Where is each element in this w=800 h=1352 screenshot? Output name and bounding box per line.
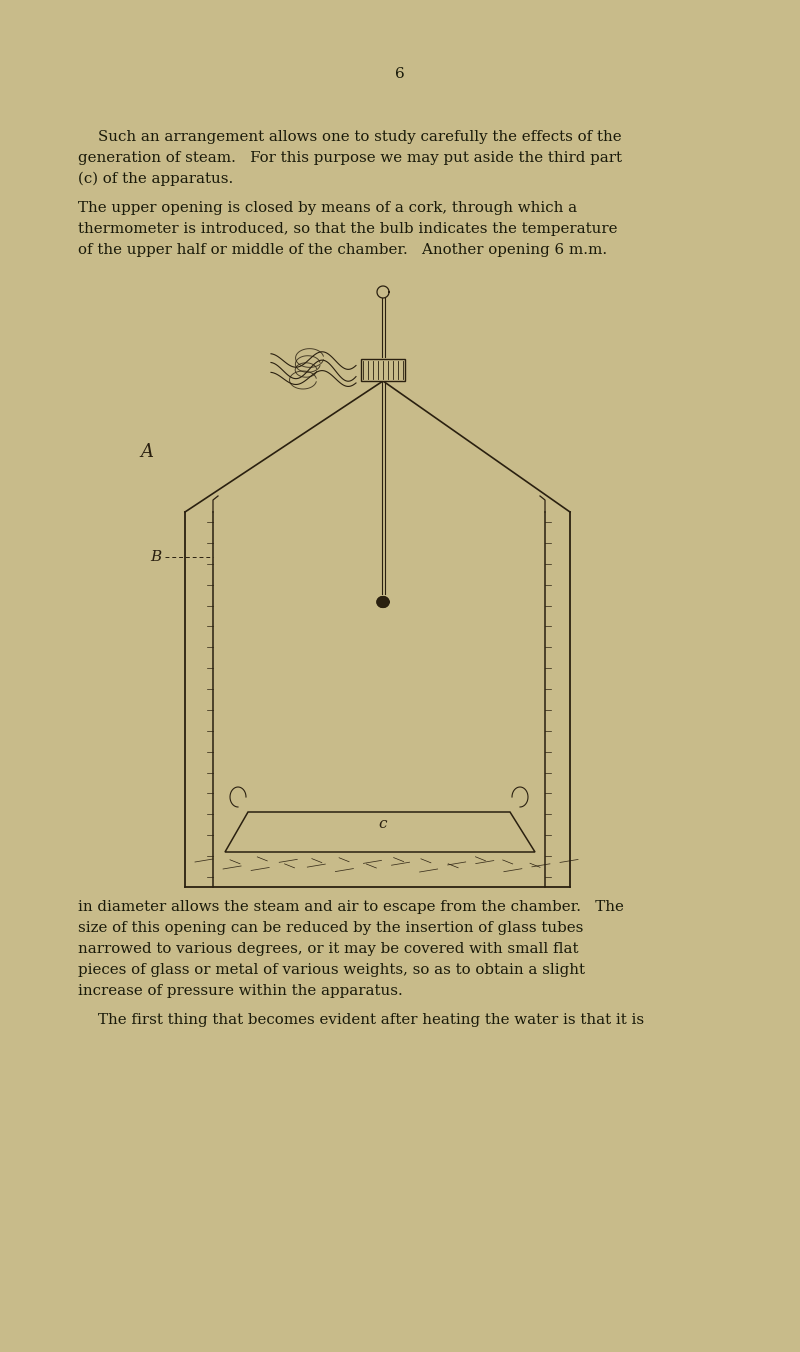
Text: (c) of the apparatus.: (c) of the apparatus. [78, 172, 234, 187]
Text: increase of pressure within the apparatus.: increase of pressure within the apparatu… [78, 984, 402, 998]
Text: size of this opening can be reduced by the insertion of glass tubes: size of this opening can be reduced by t… [78, 921, 583, 936]
Text: narrowed to various degrees, or it may be covered with small flat: narrowed to various degrees, or it may b… [78, 942, 578, 956]
Text: B: B [150, 550, 162, 564]
Text: Such an arrangement allows one to study carefully the effects of the: Such an arrangement allows one to study … [98, 130, 622, 145]
Text: The upper opening is closed by means of a cork, through which a: The upper opening is closed by means of … [78, 201, 577, 215]
Text: pieces of glass or metal of various weights, so as to obtain a slight: pieces of glass or metal of various weig… [78, 963, 585, 977]
Text: 6: 6 [395, 68, 405, 81]
Text: generation of steam.   For this purpose we may put aside the third part: generation of steam. For this purpose we… [78, 151, 622, 165]
Text: in diameter allows the steam and air to escape from the chamber.   The: in diameter allows the steam and air to … [78, 900, 624, 914]
Text: The first thing that becomes evident after heating the water is that it is: The first thing that becomes evident aft… [98, 1013, 644, 1028]
Bar [361, 360, 405, 381]
Text: of the upper half or middle of the chamber.   Another opening 6 m.m.: of the upper half or middle of the chamb… [78, 243, 607, 257]
Polygon shape [225, 813, 535, 852]
Text: c: c [378, 817, 387, 831]
Text: thermometer is introduced, so that the bulb indicates the temperature: thermometer is introduced, so that the b… [78, 222, 618, 237]
Text: A: A [140, 443, 153, 461]
Polygon shape [377, 596, 389, 607]
